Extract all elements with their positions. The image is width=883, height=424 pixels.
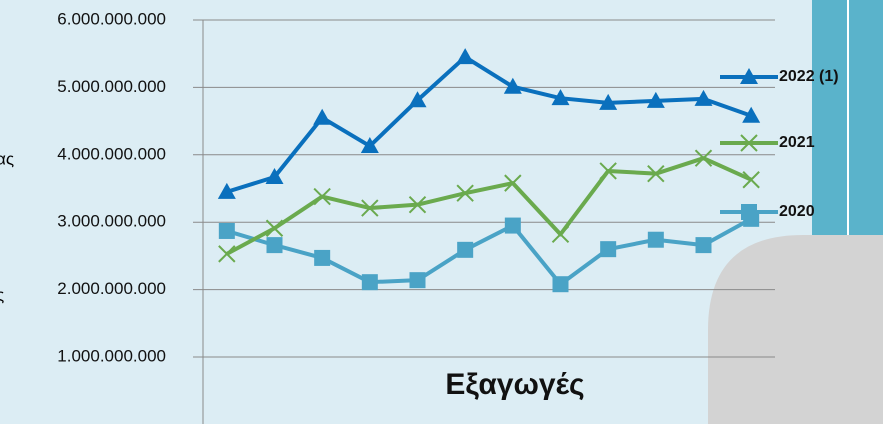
y-tick-label: 2.000.000.000 [57,279,166,298]
series-line [226,55,752,194]
marker [456,48,475,65]
marker [313,108,332,125]
marker [599,93,618,110]
marker [313,187,331,206]
decor-shape [708,235,883,424]
marker [742,171,760,189]
marker [409,272,426,289]
marker [503,77,522,94]
marker [408,195,427,214]
marker [742,106,761,123]
marker [599,162,617,180]
marker [647,164,665,183]
marker [551,225,570,244]
marker [265,168,284,185]
series-line [225,156,752,256]
marker [314,249,331,266]
fragment: ας [0,149,14,168]
marker [457,241,474,258]
marker [694,89,713,106]
marker [740,134,758,152]
marker [504,174,522,192]
marker [694,149,713,167]
marker [217,182,236,199]
marker [552,276,569,293]
marker [408,91,427,108]
marker [265,219,284,237]
legend-label: 2021 [779,134,815,151]
marker [456,184,474,202]
marker [695,237,712,254]
marker [551,89,570,106]
marker [646,91,665,108]
marker [361,199,379,217]
marker [504,217,521,234]
marker [218,222,235,239]
marker [741,204,757,220]
marker [218,245,236,263]
y-tick-label: 1.000.000.000 [57,346,166,365]
y-tick-label: 6.000.000.000 [57,9,166,28]
y-tick-label: 4.000.000.000 [57,144,166,163]
fragment: ς [0,285,4,304]
marker [647,231,664,248]
y-tick-label: 3.000.000.000 [57,212,166,231]
marker [600,241,617,258]
legend-label: 2020 [779,203,815,220]
marker [361,274,378,291]
marker [360,137,379,154]
legend-label: 2022 (1) [779,68,839,85]
y-tick-label: 5.000.000.000 [57,77,166,96]
annotation: Εξαγωγές [445,368,584,401]
marker [266,237,283,254]
marker [740,68,758,84]
